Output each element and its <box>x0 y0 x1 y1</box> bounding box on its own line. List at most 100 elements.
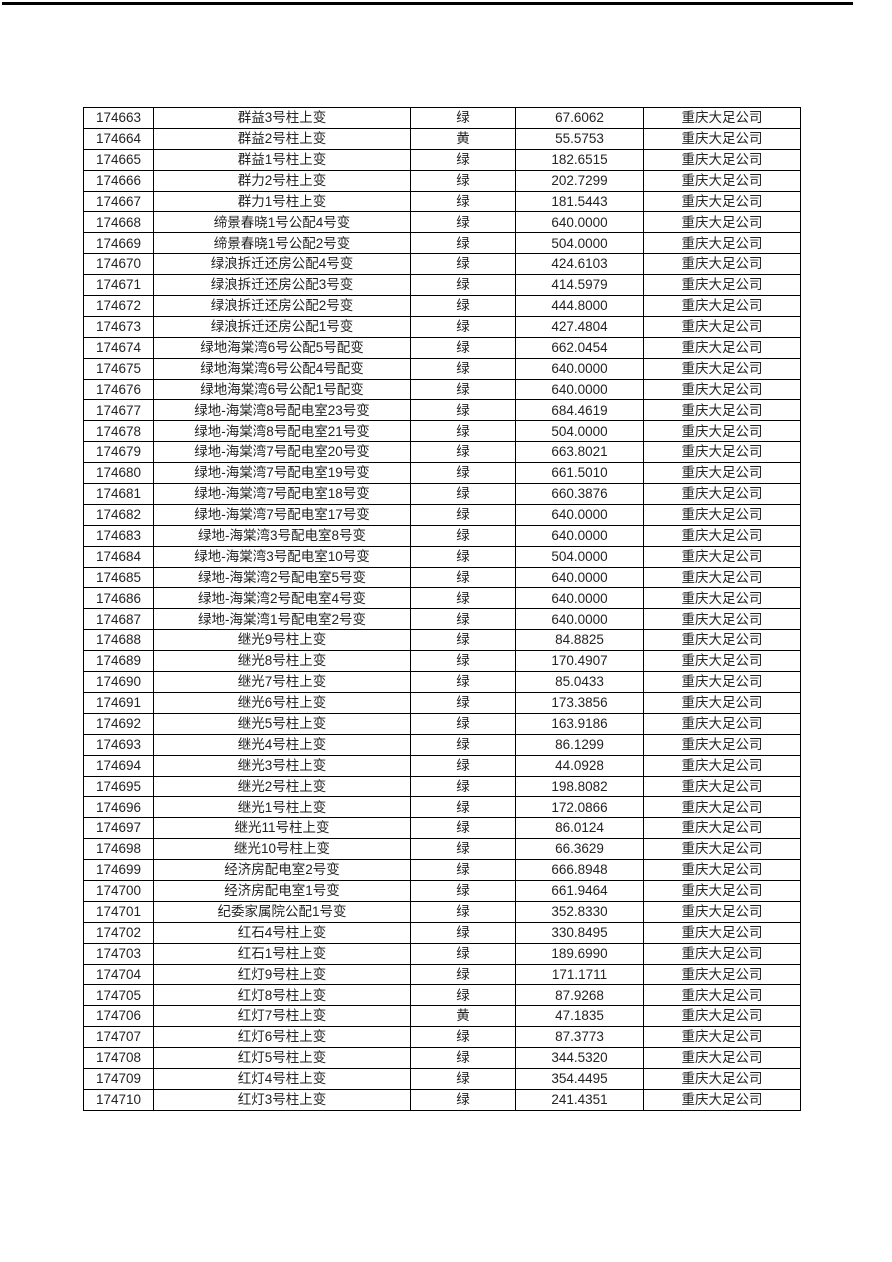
cell-company: 重庆大足公司 <box>643 274 801 297</box>
horizontal-rule <box>2 2 853 5</box>
cell-id: 174674 <box>83 336 154 359</box>
cell-name: 群益1号柱上变 <box>153 148 411 171</box>
cell-company: 重庆大足公司 <box>643 984 801 1007</box>
table-row: 174679 绿地-海棠湾7号配电室20号变 绿 663.8021 重庆大足公司 <box>83 441 801 464</box>
cell-id: 174708 <box>83 1047 154 1069</box>
table-row: 174708 红灯5号柱上变 绿 344.5320 重庆大足公司 <box>83 1047 801 1069</box>
cell-name: 绿地-海棠湾3号配电室8号变 <box>153 524 411 547</box>
cell-company: 重庆大足公司 <box>643 483 801 505</box>
table-row: 174664 群益2号柱上变 黄 55.5753 重庆大足公司 <box>83 127 801 150</box>
table-row: 174687 绿地-海棠湾1号配电室2号变 绿 640.0000 重庆大足公司 <box>83 608 801 631</box>
cell-id: 174701 <box>83 900 154 923</box>
cell-id: 174698 <box>83 838 154 861</box>
cell-value: 181.5443 <box>515 190 644 213</box>
table-row: 174665 群益1号柱上变 绿 182.6515 重庆大足公司 <box>83 148 801 171</box>
cell-value: 86.0124 <box>515 817 644 840</box>
cell-company: 重庆大足公司 <box>643 378 801 401</box>
cell-id: 174680 <box>83 462 154 485</box>
cell-value: 330.8495 <box>515 921 644 944</box>
cell-company: 重庆大足公司 <box>643 315 801 338</box>
cell-value: 504.0000 <box>515 232 644 255</box>
cell-id: 174687 <box>83 608 154 631</box>
cell-id: 174690 <box>83 671 154 693</box>
cell-company: 重庆大足公司 <box>643 545 801 568</box>
table-row: 174696 继光1号柱上变 绿 172.0866 重庆大足公司 <box>83 796 801 819</box>
table-row: 174690 继光7号柱上变 绿 85.0433 重庆大足公司 <box>83 671 801 693</box>
cell-name: 继光6号柱上变 <box>153 691 411 714</box>
table-row: 174666 群力2号柱上变 绿 202.7299 重庆大足公司 <box>83 169 801 192</box>
cell-status: 绿 <box>410 1047 516 1069</box>
cell-company: 重庆大足公司 <box>643 420 801 443</box>
cell-company: 重庆大足公司 <box>643 921 801 944</box>
cell-id: 174675 <box>83 357 154 380</box>
cell-name: 绿地-海棠湾7号配电室20号变 <box>153 441 411 464</box>
table-row: 174688 继光9号柱上变 绿 84.8825 重庆大足公司 <box>83 629 801 652</box>
cell-id: 174679 <box>83 441 154 464</box>
cell-company: 重庆大足公司 <box>643 1088 801 1111</box>
cell-value: 171.1711 <box>515 963 644 986</box>
table-row: 174663 群益3号柱上变 绿 67.6062 重庆大足公司 <box>83 107 801 129</box>
cell-status: 绿 <box>410 1026 516 1049</box>
cell-name: 红灯3号柱上变 <box>153 1088 411 1111</box>
table-row: 174707 红灯6号柱上变 绿 87.3773 重庆大足公司 <box>83 1026 801 1049</box>
records-table-body: 174663 群益3号柱上变 绿 67.6062 重庆大足公司 174664 群… <box>83 107 801 1111</box>
table-row: 174682 绿地-海棠湾7号配电室17号变 绿 640.0000 重庆大足公司 <box>83 503 801 526</box>
table-row: 174677 绿地-海棠湾8号配电室23号变 绿 684.4619 重庆大足公司 <box>83 399 801 422</box>
cell-name: 红灯4号柱上变 <box>153 1067 411 1090</box>
table-row: 174680 绿地-海棠湾7号配电室19号变 绿 661.5010 重庆大足公司 <box>83 462 801 485</box>
cell-id: 174678 <box>83 420 154 443</box>
cell-status: 绿 <box>410 942 516 965</box>
table-row: 174672 绿浪拆迁还房公配2号变 绿 444.8000 重庆大足公司 <box>83 295 801 317</box>
cell-name: 绿地-海棠湾7号配电室17号变 <box>153 503 411 526</box>
cell-status: 绿 <box>410 984 516 1007</box>
cell-company: 重庆大足公司 <box>643 754 801 777</box>
table-row: 174692 继光5号柱上变 绿 163.9186 重庆大足公司 <box>83 712 801 735</box>
cell-id: 174670 <box>83 253 154 276</box>
cell-value: 414.5979 <box>515 274 644 297</box>
cell-company: 重庆大足公司 <box>643 608 801 631</box>
cell-company: 重庆大足公司 <box>643 566 801 589</box>
cell-company: 重庆大足公司 <box>643 524 801 547</box>
cell-status: 绿 <box>410 148 516 171</box>
cell-company: 重庆大足公司 <box>643 942 801 965</box>
cell-name: 继光8号柱上变 <box>153 650 411 673</box>
cell-value: 182.6515 <box>515 148 644 171</box>
cell-value: 640.0000 <box>515 503 644 526</box>
cell-status: 绿 <box>410 629 516 652</box>
cell-value: 241.4351 <box>515 1088 644 1111</box>
table-row: 174689 继光8号柱上变 绿 170.4907 重庆大足公司 <box>83 650 801 673</box>
cell-value: 662.0454 <box>515 336 644 359</box>
cell-id: 174676 <box>83 378 154 401</box>
cell-id: 174707 <box>83 1026 154 1049</box>
cell-value: 47.1835 <box>515 1005 644 1028</box>
cell-status: 绿 <box>410 545 516 568</box>
cell-status: 绿 <box>410 754 516 777</box>
cell-id: 174669 <box>83 232 154 255</box>
cell-name: 群力1号柱上变 <box>153 190 411 213</box>
cell-id: 174684 <box>83 545 154 568</box>
cell-value: 87.3773 <box>515 1026 644 1049</box>
cell-name: 继光9号柱上变 <box>153 629 411 652</box>
cell-company: 重庆大足公司 <box>643 107 801 129</box>
cell-status: 绿 <box>410 107 516 129</box>
table-row: 174678 绿地-海棠湾8号配电室21号变 绿 504.0000 重庆大足公司 <box>83 420 801 443</box>
cell-company: 重庆大足公司 <box>643 399 801 422</box>
cell-name: 继光1号柱上变 <box>153 796 411 819</box>
cell-value: 67.6062 <box>515 107 644 129</box>
table-row: 174669 缔景春晓1号公配2号变 绿 504.0000 重庆大足公司 <box>83 232 801 255</box>
cell-status: 绿 <box>410 253 516 276</box>
cell-status: 绿 <box>410 232 516 255</box>
cell-status: 绿 <box>410 733 516 756</box>
cell-value: 354.4495 <box>515 1067 644 1090</box>
cell-value: 55.5753 <box>515 127 644 150</box>
table-row: 174698 继光10号柱上变 绿 66.3629 重庆大足公司 <box>83 838 801 861</box>
cell-id: 174677 <box>83 399 154 422</box>
table-row: 174670 绿浪拆迁还房公配4号变 绿 424.6103 重庆大足公司 <box>83 253 801 276</box>
cell-name: 缔景春晓1号公配2号变 <box>153 232 411 255</box>
cell-status: 绿 <box>410 712 516 735</box>
cell-company: 重庆大足公司 <box>643 817 801 840</box>
cell-id: 174693 <box>83 733 154 756</box>
cell-company: 重庆大足公司 <box>643 148 801 171</box>
cell-status: 绿 <box>410 859 516 881</box>
table-row: 174685 绿地-海棠湾2号配电室5号变 绿 640.0000 重庆大足公司 <box>83 566 801 589</box>
